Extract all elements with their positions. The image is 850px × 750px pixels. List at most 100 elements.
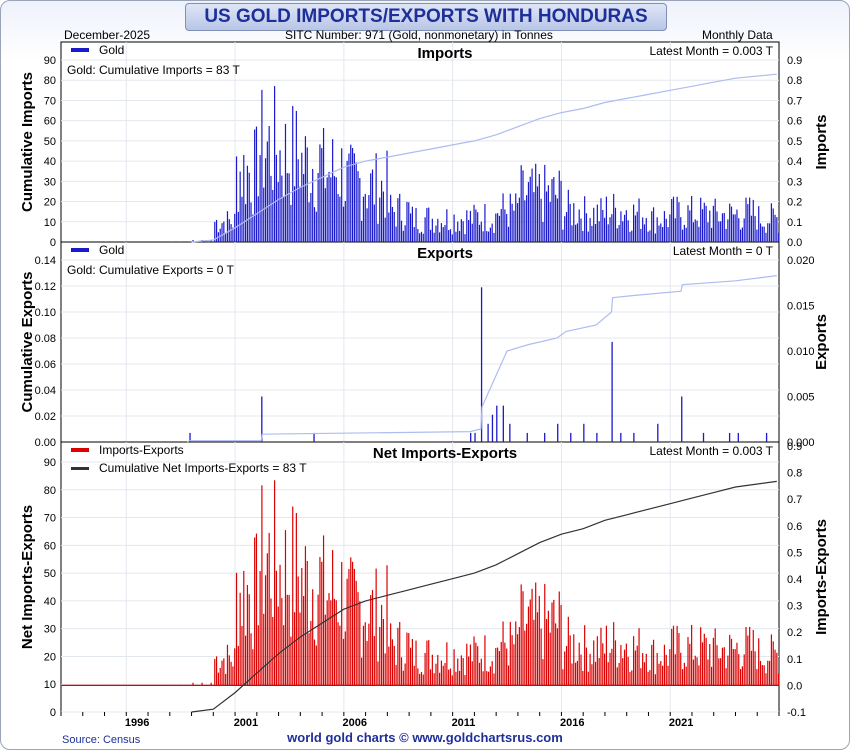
imports-bar [642, 217, 644, 242]
net-bar [409, 647, 412, 686]
imports-bar [698, 226, 700, 242]
imports-bar [268, 126, 270, 242]
imports-bar [763, 226, 765, 242]
net-bar [297, 576, 299, 686]
net-bar [558, 591, 560, 686]
net-bar [618, 662, 620, 686]
imports-bar [281, 175, 283, 242]
imports-bar [397, 198, 399, 242]
imports-bar [315, 211, 317, 242]
y-tick-right-label: 0.9 [787, 55, 802, 67]
legend-label: Cumulative Net Imports-Exports = 83 T [99, 461, 307, 475]
y-tick-left-label: 40 [44, 596, 56, 608]
net-bar [500, 641, 502, 686]
imports-bar [629, 231, 631, 242]
net-bar [350, 557, 352, 686]
net-bar [536, 612, 539, 686]
net-bar [422, 674, 424, 686]
imports-bars [105, 86, 780, 243]
imports-bar [475, 209, 477, 242]
net-bar [419, 673, 421, 686]
net-bar [513, 644, 515, 686]
net-bar [241, 625, 243, 686]
imports-bar [564, 216, 566, 242]
net-bar [469, 644, 472, 686]
imports-bar [390, 194, 392, 242]
net-bar [379, 626, 381, 686]
net-bar [489, 666, 491, 686]
imports-bar [274, 86, 276, 243]
imports-bar [562, 229, 564, 242]
net-bar [451, 675, 453, 686]
y-tick-left-label: 0.12 [35, 281, 56, 293]
imports-bar [556, 198, 559, 242]
net-bar [671, 628, 673, 686]
plot-area [60, 241, 780, 443]
imports-bar [585, 213, 588, 242]
net-bar [538, 595, 540, 686]
net-bar [607, 662, 609, 686]
imports-bar [518, 197, 520, 242]
net-bar [774, 649, 776, 686]
imports-bar [386, 150, 388, 242]
net-bar [361, 657, 363, 686]
net-bar [574, 662, 577, 686]
net-bar [484, 635, 486, 686]
x-tick-label: 2011 [452, 717, 476, 729]
imports-bar [544, 164, 546, 242]
net-bar [743, 654, 745, 686]
net-bar [763, 665, 765, 686]
imports-bar [701, 209, 704, 242]
net-bar [437, 654, 439, 686]
net-bar [272, 616, 274, 686]
imports-bar [547, 185, 549, 242]
imports-bar [738, 218, 740, 242]
footer-credit: world gold charts © www.goldchartsrus.co… [287, 730, 563, 745]
imports-bar [527, 182, 530, 242]
net-bar [364, 622, 366, 686]
y-tick-left-label: 50 [44, 136, 56, 148]
latest-month-label: Latest Month = 0 T [673, 244, 774, 258]
y-axis-title-right: Imports [813, 114, 830, 169]
imports-bar [484, 203, 486, 242]
imports-bar [406, 201, 408, 242]
imports-bar [435, 225, 437, 242]
net-bar [335, 600, 337, 686]
imports-bar [351, 148, 354, 242]
imports-bar [261, 89, 263, 242]
imports-bar [466, 210, 468, 242]
imports-bar [689, 210, 691, 242]
imports-bar [446, 209, 448, 242]
exports-bar [261, 396, 263, 442]
imports-bar [324, 188, 326, 242]
net-bar [393, 645, 395, 686]
net-bar [215, 656, 218, 686]
imports-bar [710, 227, 713, 242]
imports-bar [368, 195, 370, 242]
net-bar [312, 589, 314, 686]
imports-bar [727, 219, 729, 242]
net-bar [622, 658, 624, 686]
imports-bar [259, 155, 261, 242]
imports-bar [509, 193, 511, 242]
imports-bar [413, 227, 415, 242]
imports-bar [749, 197, 751, 242]
net-bar [662, 665, 664, 686]
imports-bar [444, 224, 446, 242]
net-bar [475, 642, 477, 686]
net-bar [497, 647, 499, 686]
net-bar [634, 650, 637, 686]
imports-bar [718, 221, 720, 242]
x-tick-label: 2001 [234, 717, 258, 729]
imports-bar [658, 225, 660, 242]
y-axis-title-left: Net Imports-Exports [19, 505, 36, 649]
panel-title: Net Imports-Exports [373, 445, 517, 462]
net-bar [466, 643, 468, 686]
net-bar [239, 592, 241, 686]
imports-bar [469, 210, 472, 242]
imports-bar [453, 214, 455, 242]
x-tick-label: 2021 [669, 717, 693, 729]
net-bar [429, 669, 432, 686]
imports-bar [522, 170, 524, 242]
imports-bar [232, 227, 234, 242]
